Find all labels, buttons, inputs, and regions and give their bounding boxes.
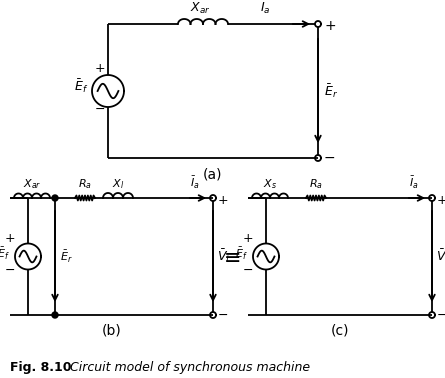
Text: Circuit model of synchronous machine: Circuit model of synchronous machine	[58, 361, 310, 375]
Text: −: −	[95, 102, 105, 116]
Text: $X_s$: $X_s$	[263, 177, 277, 191]
Text: +: +	[95, 62, 105, 76]
Text: −: −	[324, 151, 336, 165]
Text: $X_{ar}$: $X_{ar}$	[23, 177, 41, 191]
Text: $R_a$: $R_a$	[78, 177, 92, 191]
Text: $\bar{E}_r$: $\bar{E}_r$	[60, 248, 73, 265]
Text: −: −	[243, 264, 253, 277]
Text: $\bar{E}_r$: $\bar{E}_r$	[324, 82, 338, 100]
Text: $X_l$: $X_l$	[112, 177, 124, 191]
Text: $\bar{V}_t$: $\bar{V}_t$	[217, 248, 231, 265]
Text: Fig. 8.10: Fig. 8.10	[10, 361, 72, 375]
Text: $X_{ar}$: $X_{ar}$	[190, 1, 210, 16]
Text: $\bar{V}_t$: $\bar{V}_t$	[436, 248, 445, 265]
Text: +: +	[437, 194, 445, 206]
Text: $\bar{I}_a$: $\bar{I}_a$	[409, 175, 419, 191]
Text: $\bar{I}_a$: $\bar{I}_a$	[260, 0, 270, 16]
Text: $R_a$: $R_a$	[309, 177, 323, 191]
Text: (b): (b)	[101, 324, 121, 338]
Text: (c): (c)	[331, 324, 349, 338]
Polygon shape	[52, 312, 58, 318]
Text: +: +	[5, 232, 15, 245]
Text: +: +	[243, 232, 253, 245]
Text: $\bar{E}_f$: $\bar{E}_f$	[235, 245, 248, 262]
Text: +: +	[324, 19, 336, 33]
Text: $\bar{I}_a$: $\bar{I}_a$	[190, 175, 200, 191]
Text: −: −	[218, 308, 228, 322]
Polygon shape	[52, 195, 58, 201]
Text: $\bar{E}_f$: $\bar{E}_f$	[0, 245, 10, 262]
Text: $\bar{E}_f$: $\bar{E}_f$	[74, 77, 88, 95]
Text: −: −	[437, 308, 445, 322]
Text: −: −	[5, 264, 15, 277]
Text: +: +	[218, 194, 229, 206]
Text: (a): (a)	[203, 167, 223, 181]
Text: $\equiv$: $\equiv$	[219, 246, 241, 266]
